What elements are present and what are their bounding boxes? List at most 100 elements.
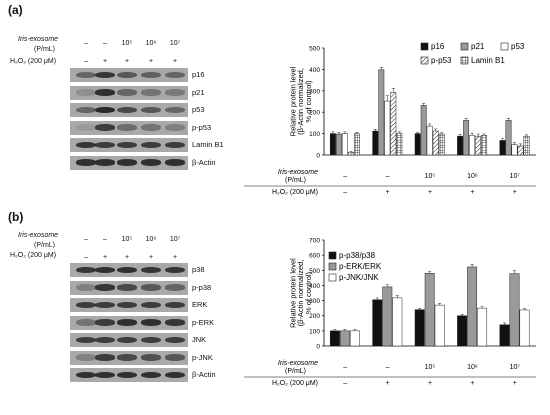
legend-label: p53	[511, 42, 525, 51]
x-h2o2-value: +	[513, 189, 517, 196]
legend-swatch	[328, 273, 337, 282]
h2o2-label: H₂O₂ (200 μM)	[10, 58, 57, 65]
y-tick-label: 100	[309, 131, 320, 138]
blot-band	[165, 71, 185, 79]
legend-label: p16	[431, 42, 445, 51]
blot-label: p-JNK	[192, 352, 213, 362]
y-axis-label: Relative protein level(β-Actin normalize…	[288, 66, 313, 136]
y-tick-label: 0	[316, 344, 320, 351]
bar-p-erk-erk	[509, 273, 520, 347]
blot-label: p-ERK	[192, 317, 215, 327]
blot-band	[165, 301, 185, 309]
legend-label: p-p53	[431, 56, 452, 65]
blot-band	[117, 71, 137, 79]
x-iris-label: Iris-exosome	[278, 360, 318, 367]
blot-band	[76, 89, 96, 96]
blot-label: p21	[192, 87, 205, 97]
blot-band	[165, 354, 185, 361]
blot-band	[117, 89, 137, 96]
x-h2o2-label: H₂O₂ (200 μM)	[272, 189, 318, 196]
x-h2o2-value: –	[343, 189, 347, 196]
x-h2o2-value: +	[428, 380, 432, 387]
y-tick-label: 400	[309, 283, 320, 290]
blot-band	[117, 354, 137, 361]
x-iris-value: 10⁷	[510, 364, 521, 371]
bar-p-erk-erk	[339, 330, 350, 347]
blot-band	[141, 284, 161, 291]
blot-label: p38	[192, 265, 205, 274]
iris-unit: (P/mL)	[34, 242, 55, 249]
legend-swatch	[460, 56, 469, 65]
y-tick-label: 100	[309, 328, 320, 335]
blot-band	[141, 336, 161, 344]
legend-swatch	[328, 262, 337, 271]
blot-band	[117, 124, 137, 131]
condition-value: +	[124, 254, 130, 261]
blot-band	[76, 301, 96, 309]
x-h2o2-value: +	[386, 380, 390, 387]
bar-p-erk-erk	[424, 273, 435, 347]
blot-band	[165, 284, 185, 291]
bar-p-erk-erk	[382, 286, 393, 347]
blot-band	[141, 124, 161, 131]
x-iris-value: –	[386, 364, 390, 371]
blot-band	[117, 159, 137, 166]
x-iris-value: –	[386, 173, 390, 180]
x-iris-unit: (P/mL)	[285, 177, 306, 184]
blot-band	[95, 266, 115, 274]
condition-value: +	[148, 254, 154, 261]
condition-value: +	[172, 254, 178, 261]
legend-swatch	[328, 251, 337, 260]
blot-band	[76, 284, 96, 291]
blot-label: p53	[192, 105, 205, 114]
y-tick-label: 200	[309, 313, 320, 320]
iris-unit: (P/mL)	[34, 46, 55, 53]
blot-label: JNK	[192, 335, 207, 344]
y-tick-label: 0	[316, 153, 320, 160]
blot-band	[95, 159, 115, 166]
bar-p-erk-erk	[467, 266, 478, 347]
bar-p-p38-p38	[457, 315, 468, 347]
legend-label: Lamin B1	[471, 56, 505, 65]
x-h2o2-value: +	[470, 189, 474, 196]
x-h2o2-value: +	[470, 380, 474, 387]
condition-value: +	[172, 58, 178, 65]
legend-swatch	[460, 42, 469, 51]
blot-band	[95, 124, 115, 131]
panel-a-label: (a)	[8, 3, 23, 17]
blot-band	[95, 71, 115, 79]
blot-band	[76, 354, 96, 361]
blot-band	[76, 106, 96, 114]
condition-value: 10⁷	[169, 236, 181, 243]
x-iris-label: Iris-exosome	[278, 169, 318, 176]
x-h2o2-value: +	[513, 380, 517, 387]
condition-value: 10⁶	[145, 40, 157, 47]
iris-label: Iris-exosome	[18, 36, 59, 43]
legend-swatch	[420, 42, 429, 51]
x-h2o2-label: H₂O₂ (200 μM)	[272, 380, 318, 387]
blot-band	[95, 354, 115, 361]
legend-label: p-p38/p38	[339, 251, 376, 260]
x-iris-value: 10⁶	[467, 364, 478, 371]
blot-band	[95, 301, 115, 309]
blot-band	[141, 319, 161, 326]
condition-value: +	[148, 58, 154, 65]
condition-value: –	[84, 58, 88, 65]
blot-band	[141, 159, 161, 166]
blot-band	[95, 319, 115, 326]
x-iris-value: 10⁵	[425, 173, 436, 180]
condition-value: 10⁷	[169, 40, 181, 47]
blot-band	[95, 336, 115, 344]
condition-value: –	[84, 40, 88, 47]
condition-value: +	[102, 58, 108, 65]
y-axis-label: Relative protein level(β-Actin normalize…	[288, 258, 313, 328]
blot-band	[95, 106, 115, 114]
blot-label: Lamin B1	[192, 140, 224, 149]
blot-band	[165, 371, 185, 379]
x-iris-value: –	[343, 173, 347, 180]
blot-band	[76, 71, 96, 79]
blot-band	[95, 141, 115, 149]
blot-band	[141, 266, 161, 274]
legend-label: p-JNK/JNK	[339, 273, 379, 282]
x-iris-value: –	[343, 364, 347, 371]
